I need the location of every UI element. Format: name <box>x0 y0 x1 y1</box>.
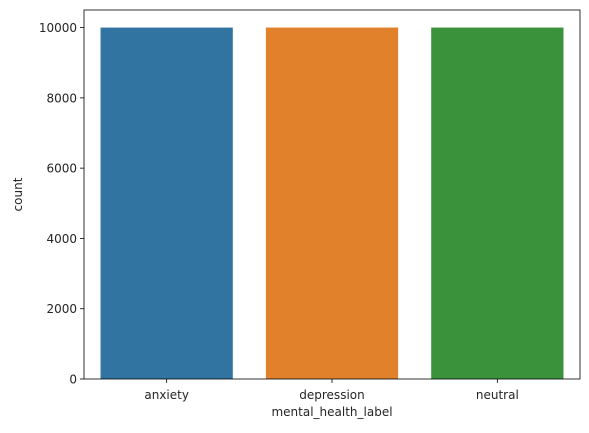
x-tick-label: neutral <box>476 388 519 402</box>
bar-neutral <box>431 27 564 379</box>
plot-frame <box>83 9 581 380</box>
bars-group <box>100 27 564 379</box>
x-tick-label: depression <box>299 388 364 402</box>
y-tick-label: 6000 <box>46 162 77 176</box>
x-axis-ticks: anxiety depression neutral <box>144 379 519 402</box>
y-tick-label: 4000 <box>46 232 77 246</box>
x-tick-label: anxiety <box>144 388 189 402</box>
y-axis-label: count <box>11 177 25 211</box>
bar-anxiety <box>100 27 233 379</box>
y-tick-label: 8000 <box>46 91 77 105</box>
y-tick-label: 10000 <box>39 21 77 35</box>
y-axis-ticks: 0 2000 4000 6000 8000 10000 <box>39 21 84 387</box>
bar-depression <box>265 27 399 379</box>
x-axis-label: mental_health_label <box>271 405 392 419</box>
y-tick-label: 0 <box>69 373 77 387</box>
y-tick-label: 2000 <box>46 302 77 316</box>
